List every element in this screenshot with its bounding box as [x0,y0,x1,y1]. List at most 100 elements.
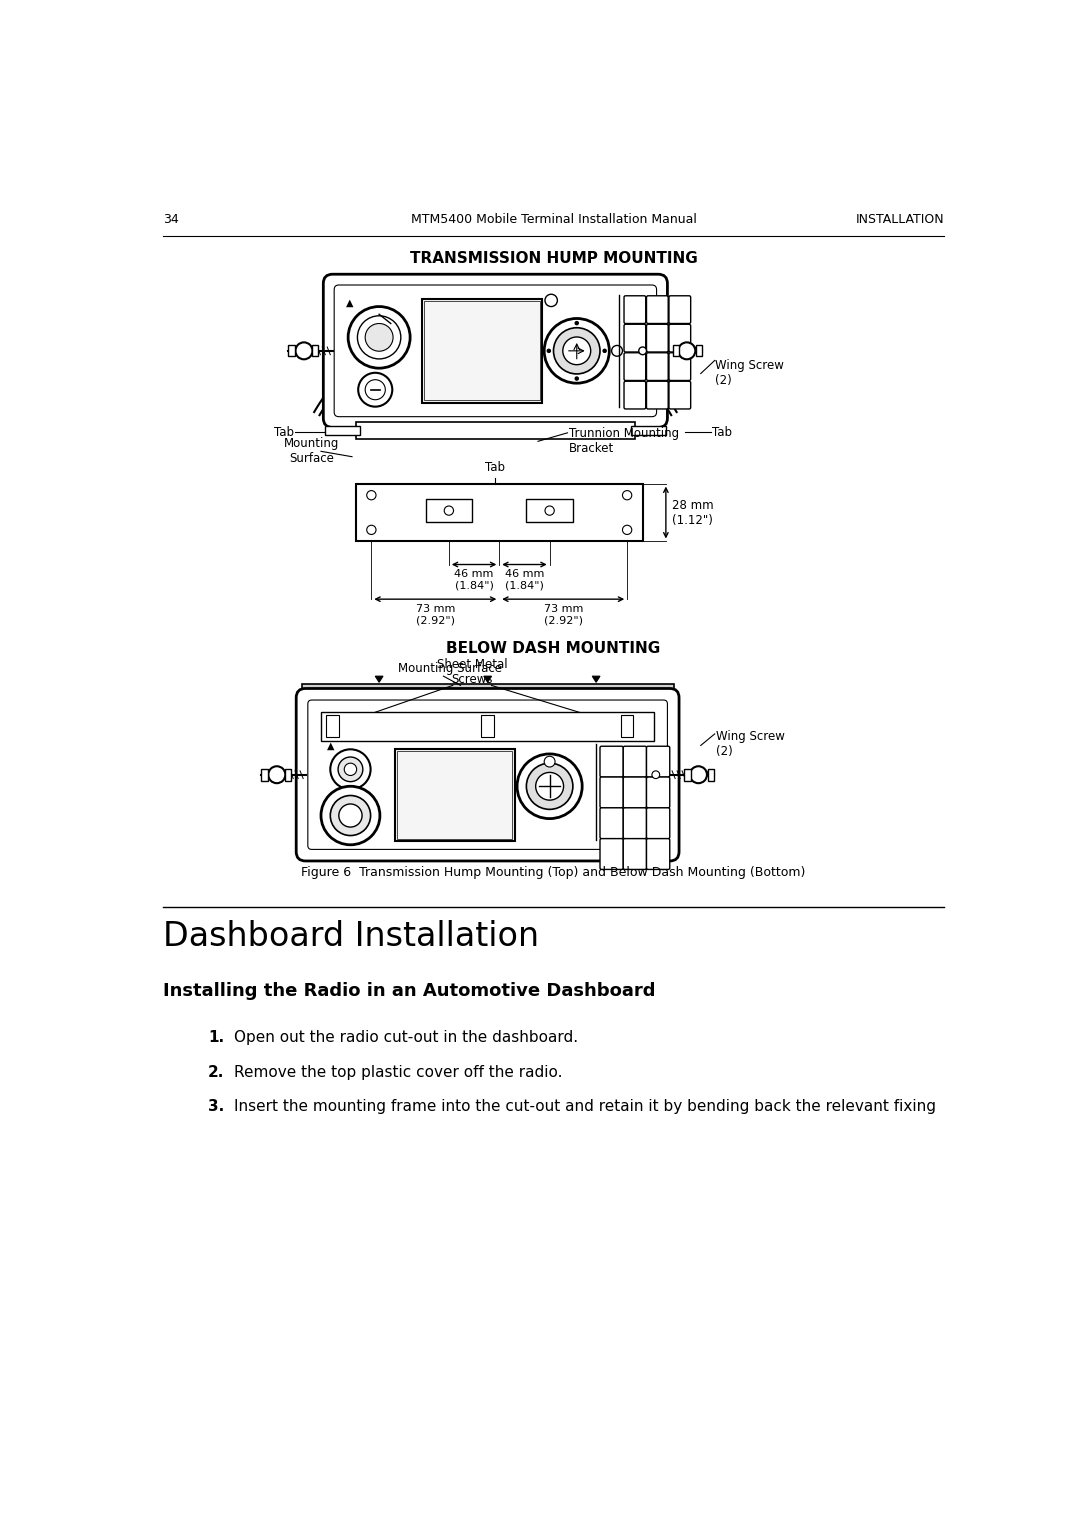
FancyBboxPatch shape [600,778,623,808]
FancyBboxPatch shape [624,382,646,410]
FancyBboxPatch shape [308,700,667,850]
FancyBboxPatch shape [647,324,669,351]
FancyBboxPatch shape [600,808,623,839]
Text: Figure 6  Transmission Hump Mounting (Top) and Below Dash Mounting (Bottom): Figure 6 Transmission Hump Mounting (Top… [301,866,806,879]
Text: 73 mm
(2.92"): 73 mm (2.92") [416,604,455,625]
FancyBboxPatch shape [647,746,670,778]
Circle shape [365,324,393,351]
Text: ▲: ▲ [327,741,335,750]
Bar [326,715,339,736]
Bar [426,500,472,523]
Text: Tab: Tab [274,426,294,439]
Circle shape [544,318,609,384]
Bar [301,685,674,692]
Bar [424,301,540,400]
FancyBboxPatch shape [624,296,646,324]
FancyBboxPatch shape [669,324,691,351]
Circle shape [359,373,392,406]
Circle shape [348,307,410,368]
Text: 34: 34 [163,214,178,226]
Text: Dashboard Installation: Dashboard Installation [163,920,539,952]
Polygon shape [592,677,600,683]
Text: 46 mm
(1.84"): 46 mm (1.84") [504,568,544,591]
Bar [422,299,542,403]
Bar [397,750,512,839]
FancyBboxPatch shape [623,808,647,839]
Text: Tab: Tab [713,426,732,439]
Circle shape [296,342,312,359]
Text: 2.: 2. [207,1065,225,1080]
FancyBboxPatch shape [624,353,646,380]
Circle shape [638,347,647,354]
Text: Mounting Surface: Mounting Surface [399,662,502,675]
Text: Wing Screw
(2): Wing Screw (2) [715,359,784,387]
FancyBboxPatch shape [623,839,647,869]
Circle shape [357,353,364,359]
Circle shape [367,526,376,535]
Text: 46 mm
(1.84"): 46 mm (1.84") [455,568,494,591]
Text: 73 mm
(2.92"): 73 mm (2.92") [543,604,583,625]
Bar [356,422,635,439]
FancyBboxPatch shape [647,808,670,839]
Bar [631,426,666,435]
FancyBboxPatch shape [624,324,646,351]
Circle shape [339,804,362,827]
Bar [621,715,633,736]
Text: MTM5400 Mobile Terminal Installation Manual: MTM5400 Mobile Terminal Installation Man… [410,214,697,226]
Circle shape [338,756,363,782]
Circle shape [545,295,557,307]
Bar [526,500,572,523]
Circle shape [611,345,622,356]
Text: Sheet Metal
Screws: Sheet Metal Screws [436,659,508,686]
Text: Tab: Tab [485,460,505,474]
Text: Mounting
Surface: Mounting Surface [284,437,339,466]
Circle shape [268,766,285,784]
Circle shape [690,766,707,784]
Circle shape [603,350,606,353]
Circle shape [345,762,356,776]
FancyBboxPatch shape [334,286,657,417]
Bar [707,769,714,781]
Text: ▲: ▲ [346,298,353,307]
Bar [312,345,318,356]
FancyBboxPatch shape [647,353,669,380]
Circle shape [652,770,660,779]
Text: 3.: 3. [207,1099,225,1114]
Text: 28 mm
(1.12"): 28 mm (1.12") [672,498,714,527]
FancyBboxPatch shape [669,296,691,324]
Bar [482,715,494,736]
Text: TRANSMISSION HUMP MOUNTING: TRANSMISSION HUMP MOUNTING [409,252,698,266]
FancyBboxPatch shape [623,778,647,808]
Polygon shape [484,677,491,683]
Circle shape [330,749,370,790]
FancyBboxPatch shape [323,274,667,428]
Bar [697,345,702,356]
Circle shape [526,762,572,810]
Polygon shape [375,677,383,683]
Text: BELOW DASH MOUNTING: BELOW DASH MOUNTING [446,642,661,656]
Circle shape [536,773,564,801]
Bar [284,769,291,781]
FancyBboxPatch shape [669,382,691,410]
Circle shape [622,526,632,535]
Circle shape [545,506,554,515]
FancyBboxPatch shape [647,778,670,808]
Circle shape [517,753,582,819]
Text: Installing the Radio in an Automotive Dashboard: Installing the Radio in an Automotive Da… [163,981,656,999]
FancyBboxPatch shape [647,839,670,869]
Text: INSTALLATION: INSTALLATION [855,214,944,226]
Bar [261,769,268,781]
Bar [301,694,674,698]
Text: Insert the mounting frame into the cut-out and retain it by bending back the rel: Insert the mounting frame into the cut-o… [234,1099,936,1114]
Text: Remove the top plastic cover off the radio.: Remove the top plastic cover off the rad… [234,1065,563,1080]
Text: Wing Screw
(2): Wing Screw (2) [716,730,785,758]
Circle shape [492,306,499,312]
Circle shape [544,756,555,767]
Circle shape [365,380,386,400]
Text: Open out the radio cut-out in the dashboard.: Open out the radio cut-out in the dashbo… [234,1030,578,1045]
Bar [321,712,654,741]
Text: 1.: 1. [208,1030,225,1045]
Bar [288,345,295,356]
Circle shape [626,353,633,359]
Circle shape [321,787,380,845]
